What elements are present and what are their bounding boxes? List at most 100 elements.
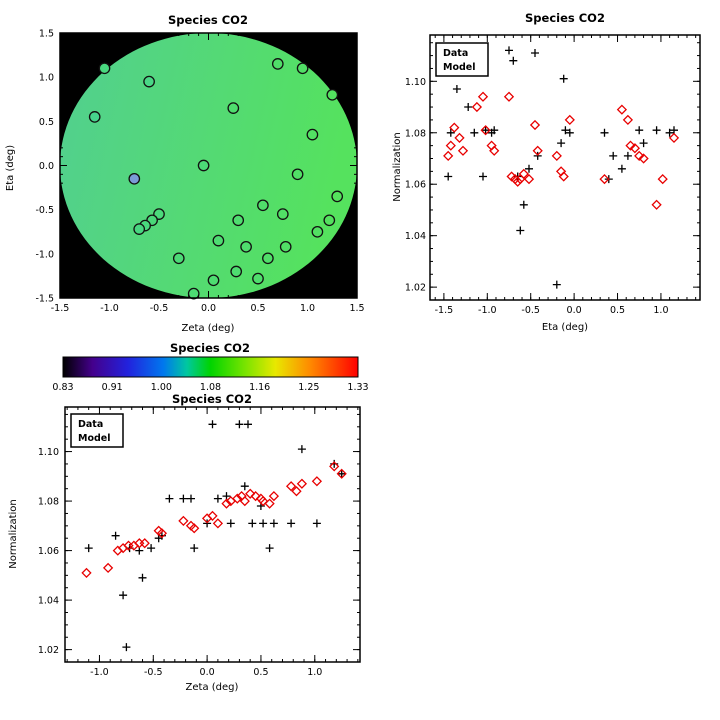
y-tick-label: 1.0: [39, 73, 54, 84]
data-plus-marker: [240, 482, 249, 491]
data-plus-marker: [557, 139, 566, 148]
model-diamond-marker: [529, 119, 541, 131]
model-diamond-marker: [625, 140, 636, 151]
map-circle-point: [311, 225, 324, 238]
model-diamond-marker: [291, 486, 302, 497]
colorbar-tick-label: 1.33: [347, 382, 368, 393]
data-plus-marker: [269, 519, 278, 528]
x-tick-label: 1.0: [307, 667, 322, 678]
data-plus-marker: [248, 519, 257, 528]
data-plus-marker: [265, 544, 274, 553]
data-plus-marker: [337, 469, 346, 478]
data-plus-marker: [490, 126, 499, 135]
scatter-zeta-xaxis-label: Zeta (deg): [186, 682, 239, 693]
data-plus-marker: [665, 128, 674, 137]
data-plus-marker: [119, 591, 128, 600]
data-plus-marker: [609, 151, 618, 160]
map-circle-point: [232, 214, 245, 227]
x-tick-label: 0.0: [200, 667, 215, 678]
data-plus-marker: [138, 573, 147, 582]
y-tick-label: 1.08: [38, 497, 59, 508]
data-plus-marker: [122, 643, 131, 652]
model-diamond-marker: [443, 150, 454, 162]
y-tick-label: 1.04: [405, 231, 426, 242]
x-tick-label: -0.5: [521, 305, 540, 316]
model-diamond-marker: [480, 125, 491, 136]
x-tick-label: 0.0: [201, 303, 216, 314]
model-diamond-marker: [257, 495, 269, 507]
data-plus-marker: [84, 544, 93, 553]
data-plus-marker: [187, 494, 195, 503]
map-circle-point: [252, 272, 264, 285]
map-circle-point: [331, 190, 344, 203]
data-plus-marker: [652, 126, 661, 135]
map-circle-point: [98, 62, 111, 75]
map-circle-point: [257, 199, 269, 212]
legend-data-label: Data: [78, 419, 103, 430]
x-tick-label: -1.0: [478, 305, 497, 316]
x-tick-label: -0.5: [150, 303, 169, 314]
data-plus-marker: [519, 200, 528, 209]
data-plus-marker: [552, 280, 561, 289]
map-plot-area: -1.5 -1.0 -0.5 0.0 0.5 1.0 1.5 -1.5 -1.0 -0.5 0.0 0…: [35, 29, 364, 315]
map-circle-point: [306, 128, 319, 141]
panel-scatter-eta: -1.5 -1.0 -0.5 0.0 0.5 1.0 1.02 1.04 1.06 1.08 1.1…: [392, 11, 701, 333]
data-plus-marker: [470, 128, 479, 137]
map-circle-point: [88, 111, 101, 123]
model-diamond-marker: [651, 199, 662, 210]
model-diamond-marker: [657, 173, 668, 185]
y-tick-label: 1.04: [38, 596, 59, 607]
map-circle-point: [197, 159, 210, 172]
data-plus-marker: [531, 49, 539, 57]
x-tick-label: 1.0: [300, 303, 315, 314]
model-diamond-marker: [156, 528, 168, 539]
scatter-eta-xaxis-label: Eta (deg): [542, 322, 588, 333]
x-tick-label: 0.0: [567, 305, 582, 316]
data-plus-marker: [111, 531, 120, 540]
map-yaxis-label: Eta (deg): [5, 145, 16, 191]
scatter-zeta-plot-area: -1.0 -0.5 0.0 0.5 1.0 1.02 1.04 1.06 1.08 1.10: [38, 406, 361, 678]
map-circle-point: [276, 208, 289, 220]
model-diamond-marker: [638, 153, 649, 164]
map-circle-point: [143, 75, 155, 88]
y-tick-label: 1.02: [405, 283, 426, 294]
data-plus-marker: [312, 519, 321, 528]
data-plus-marker: [330, 459, 339, 468]
data-plus-marker: [452, 85, 461, 93]
axis-box: [64, 406, 361, 663]
model-diamond-marker: [518, 168, 529, 180]
model-diamond-marker: [139, 538, 150, 549]
data-plus-marker: [464, 103, 473, 111]
map-circle-point: [296, 62, 309, 75]
model-diamond-marker: [445, 140, 456, 151]
map-circle-point: [172, 252, 185, 265]
legend-data-label: Data: [443, 48, 468, 59]
data-plus-marker: [444, 172, 453, 181]
map-circle-point: [212, 234, 225, 247]
map-circle-point: [323, 214, 336, 227]
data-plus-marker: [565, 128, 574, 137]
model-diamond-marker: [449, 122, 460, 133]
model-diamond-marker: [457, 145, 469, 156]
model-diamond-marker: [616, 104, 628, 115]
data-plus-marker: [639, 139, 648, 148]
data-plus-marker: [226, 519, 235, 528]
model-diamond-marker: [532, 145, 543, 156]
model-diamond-marker: [477, 91, 489, 102]
data-plus-marker: [190, 544, 199, 553]
scatter-zeta-legend: Data Model: [70, 413, 124, 448]
model-diamond-marker: [189, 523, 200, 534]
model-diamond-marker: [551, 150, 562, 162]
colorbar-title: Species CO2: [170, 341, 250, 355]
x-tick-label: -1.0: [90, 667, 109, 678]
scatter-eta-title: Species CO2: [525, 11, 605, 25]
model-diamond-marker: [221, 498, 232, 509]
data-plus-marker: [287, 519, 296, 528]
map-circle-point: [207, 274, 220, 287]
data-plus-marker: [561, 126, 570, 135]
model-diamond-marker: [311, 476, 323, 487]
y-tick-label: 1.06: [405, 180, 426, 191]
model-diamond-marker: [102, 562, 114, 574]
model-diamond-marker: [599, 173, 610, 185]
legend-model-label: Model: [78, 433, 110, 444]
